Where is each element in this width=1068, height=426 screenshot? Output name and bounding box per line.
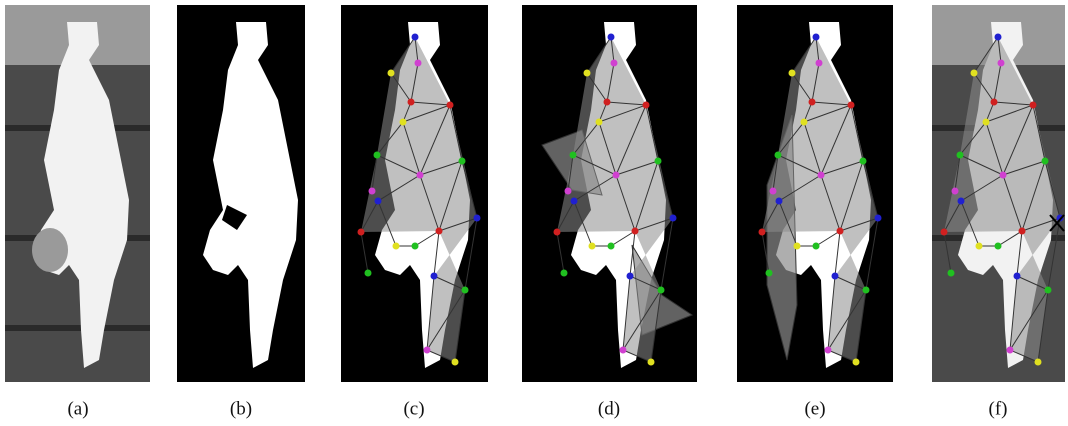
caption: (f) [989,398,1008,419]
caption: (d) [598,398,620,419]
panel-b [177,5,305,382]
panel-e [737,5,893,382]
figure: (a) (b) (c) (d) (e) (f) [0,0,1068,426]
panel-d [522,5,697,382]
panel-a [5,5,150,382]
panel-f [932,5,1065,382]
caption: (c) [403,398,424,419]
caption: (a) [67,398,88,419]
panel-c [341,5,488,382]
caption: (b) [230,398,252,419]
caption: (e) [804,398,825,419]
